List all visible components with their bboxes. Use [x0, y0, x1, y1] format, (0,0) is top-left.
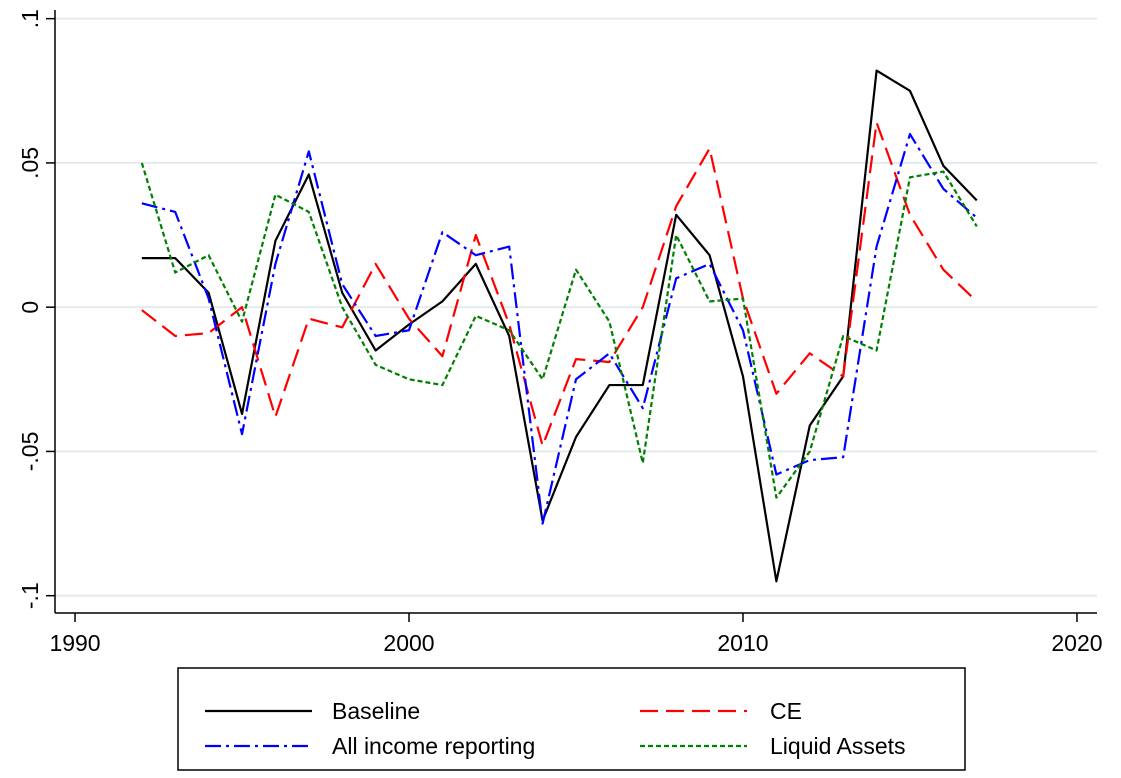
legend-label: Baseline [332, 698, 420, 724]
y-tick-label: -.05 [17, 432, 43, 472]
y-tick-label: -.1 [17, 582, 43, 609]
y-tick-label: .05 [17, 147, 43, 179]
legend-label: CE [770, 698, 802, 724]
x-tick-label: 2020 [1051, 630, 1102, 656]
x-tick-label: 2010 [717, 630, 768, 656]
legend-label: All income reporting [332, 733, 535, 759]
series-line [141, 121, 978, 447]
y-tick-label: 0 [17, 301, 43, 314]
legend-box [177, 667, 966, 771]
series-line [141, 69, 978, 583]
x-tick-label: 2000 [383, 630, 434, 656]
series-line [140, 162, 978, 499]
x-tick-label: 1990 [49, 630, 100, 656]
legend-label: Liquid Assets [770, 733, 906, 759]
y-tick-label: .1 [17, 9, 43, 28]
